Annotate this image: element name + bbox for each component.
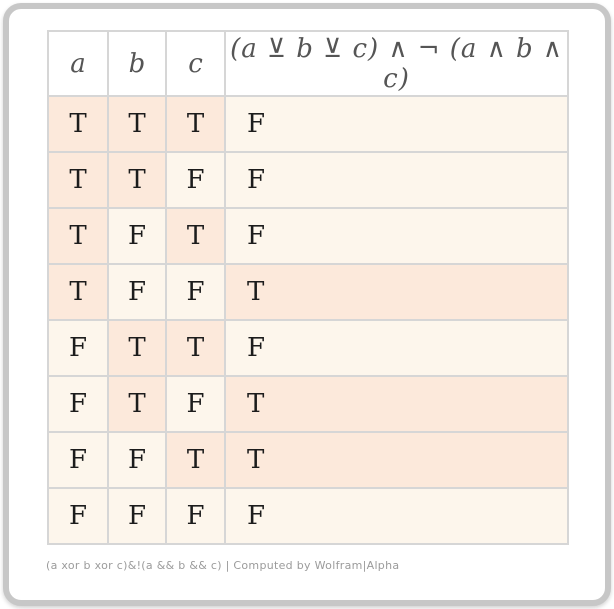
cell-c: T <box>165 319 226 377</box>
table-row: T T T F <box>47 95 569 153</box>
table-row: F T T F <box>47 319 569 377</box>
cell-a: F <box>47 431 109 489</box>
cell-a: T <box>47 263 109 321</box>
cell-c: T <box>165 207 226 265</box>
cell-b: T <box>107 151 167 209</box>
cell-a: F <box>47 487 109 545</box>
cell-result: F <box>224 151 569 209</box>
header-var-c: c <box>165 30 226 97</box>
truth-table: a b c (a ⊻ b ⊻ c) ∧ ¬ (a ∧ b ∧ c) T T T … <box>47 30 569 545</box>
cell-b: F <box>107 207 167 265</box>
header-var-a: a <box>47 30 109 97</box>
table-row: F F T T <box>47 431 569 489</box>
cell-b: T <box>107 319 167 377</box>
table-row: T F T F <box>47 207 569 265</box>
table-row: F F F F <box>47 487 569 545</box>
cell-b: F <box>107 487 167 545</box>
cell-result: F <box>224 95 569 153</box>
cell-result: F <box>224 319 569 377</box>
cell-c: F <box>165 375 226 433</box>
cell-result: T <box>224 431 569 489</box>
cell-c: F <box>165 487 226 545</box>
cell-result: F <box>224 487 569 545</box>
header-var-b: b <box>107 30 167 97</box>
table-body: T T T F T T F F T F T F T F F T <box>47 95 569 545</box>
cell-a: T <box>47 207 109 265</box>
cell-c: T <box>165 431 226 489</box>
cell-a: T <box>47 95 109 153</box>
cell-result: T <box>224 375 569 433</box>
cell-c: T <box>165 95 226 153</box>
table-header: a b c (a ⊻ b ⊻ c) ∧ ¬ (a ∧ b ∧ c) <box>47 30 569 97</box>
table-row: F T F T <box>47 375 569 433</box>
cell-b: F <box>107 263 167 321</box>
cell-result: T <box>224 263 569 321</box>
cell-c: F <box>165 263 226 321</box>
cell-a: T <box>47 151 109 209</box>
cell-b: T <box>107 375 167 433</box>
table-row: T F F T <box>47 263 569 321</box>
attribution-caption: (a xor b xor c)&!(a && b && c) | Compute… <box>46 559 400 572</box>
cell-a: F <box>47 375 109 433</box>
wolfram-result-card: a b c (a ⊻ b ⊻ c) ∧ ¬ (a ∧ b ∧ c) T T T … <box>3 3 611 606</box>
cell-result: F <box>224 207 569 265</box>
cell-b: T <box>107 95 167 153</box>
header-expression: (a ⊻ b ⊻ c) ∧ ¬ (a ∧ b ∧ c) <box>224 30 569 97</box>
cell-b: F <box>107 431 167 489</box>
header-row: a b c (a ⊻ b ⊻ c) ∧ ¬ (a ∧ b ∧ c) <box>47 30 569 97</box>
cell-a: F <box>47 319 109 377</box>
cell-c: F <box>165 151 226 209</box>
table-row: T T F F <box>47 151 569 209</box>
